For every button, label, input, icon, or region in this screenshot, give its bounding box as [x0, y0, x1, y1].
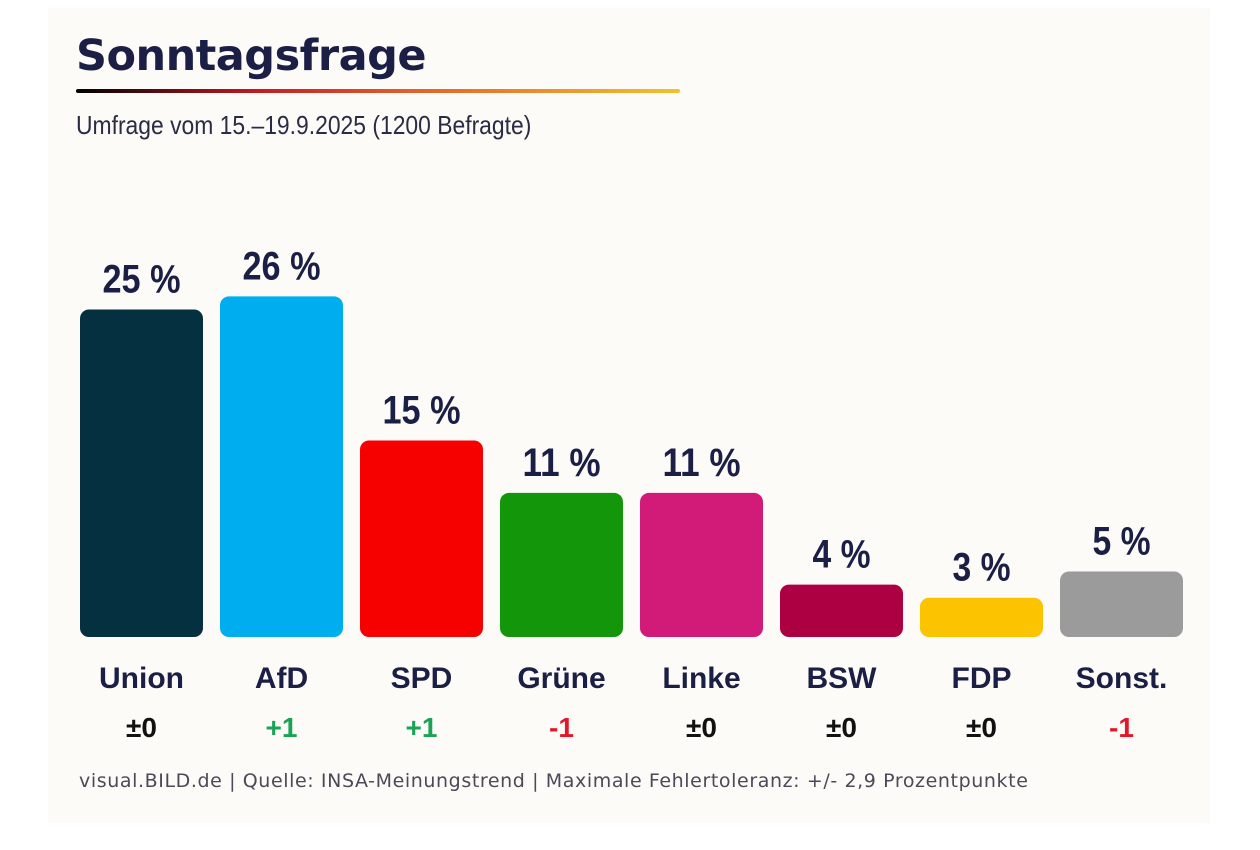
bar [500, 492, 623, 637]
value-label: 11 % [663, 441, 741, 485]
change-label: +1 [406, 712, 438, 743]
bar-group: 25 % Union ±0 [80, 258, 203, 743]
change-label: ±0 [686, 712, 717, 743]
bar [920, 597, 1043, 637]
category-label: AfD [255, 662, 308, 695]
bar [640, 492, 763, 637]
bar-group: 5 % Sonst. -1 [1060, 520, 1183, 743]
category-label: Grüne [517, 662, 605, 695]
bar [220, 296, 343, 637]
value-label: 26 % [243, 244, 321, 288]
category-label: BSW [807, 662, 878, 695]
category-label: Union [99, 662, 184, 695]
value-label: 4 % [813, 533, 871, 577]
source-footer: visual.BILD.de | Quelle: INSA-Meinungstr… [79, 770, 1029, 792]
bar-group: 11 % Linke ±0 [640, 441, 763, 743]
change-label: -1 [1109, 712, 1134, 743]
bar-group: 15 % SPD +1 [360, 389, 483, 743]
bar-group: 11 % Grüne -1 [500, 441, 623, 743]
value-label: 11 % [523, 441, 601, 485]
value-label: 25 % [103, 258, 181, 302]
change-label: ±0 [966, 712, 997, 743]
bar-group: 4 % BSW ±0 [780, 533, 903, 743]
category-label: Linke [662, 662, 740, 695]
title-underline [76, 89, 680, 93]
change-label: ±0 [126, 712, 157, 743]
change-label: +1 [266, 712, 298, 743]
bar [80, 309, 203, 637]
bar-group: 3 % FDP ±0 [920, 546, 1043, 743]
bar-group: 26 % AfD +1 [220, 244, 343, 743]
value-label: 3 % [953, 546, 1011, 590]
bar [1060, 571, 1183, 637]
chart-subtitle: Umfrage vom 15.–19.9.2025 (1200 Befragte… [76, 110, 532, 140]
value-label: 15 % [383, 389, 461, 433]
category-label: SPD [391, 662, 453, 695]
value-label: 5 % [1093, 520, 1151, 564]
change-label: -1 [549, 712, 574, 743]
change-label: ±0 [826, 712, 857, 743]
bar [780, 584, 903, 637]
category-label: FDP [952, 662, 1012, 695]
chart-title: Sonntagsfrage [76, 31, 427, 81]
category-label: Sonst. [1076, 662, 1168, 695]
bar [360, 440, 483, 637]
